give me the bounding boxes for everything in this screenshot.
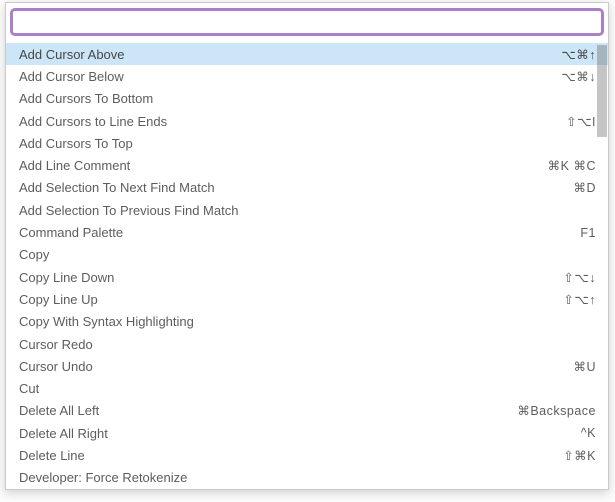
list-item[interactable]: Add Cursors To Top <box>6 132 608 154</box>
list-item[interactable]: Copy Line Down ⇧⌥↓ <box>6 266 608 288</box>
list-item[interactable]: Cut <box>6 377 608 399</box>
command-shortcut: ⌘Backspace <box>517 404 596 419</box>
command-search-input[interactable] <box>10 8 604 36</box>
list-item[interactable]: Add Cursors To Bottom <box>6 88 608 110</box>
command-label: Delete All Right <box>19 425 108 441</box>
command-label: Cursor Undo <box>19 358 93 374</box>
list-item[interactable]: Add Cursor Below ⌥⌘↓ <box>6 65 608 87</box>
list-item[interactable]: Add Selection To Next Find Match ⌘D <box>6 177 608 199</box>
list-item[interactable]: Delete All Left ⌘Backspace <box>6 400 608 422</box>
command-label: Add Cursor Above <box>19 46 125 62</box>
command-shortcut: ⌘D <box>573 181 596 196</box>
command-label: Copy Line Down <box>19 269 115 285</box>
command-shortcut: F1 <box>580 225 596 240</box>
command-label: Copy Line Up <box>19 291 98 307</box>
command-label: Add Line Comment <box>19 158 131 174</box>
command-label: Command Palette <box>19 225 124 241</box>
list-item[interactable]: Command Palette F1 <box>6 221 608 243</box>
command-label: Add Cursor Below <box>19 68 124 84</box>
command-list: Add Cursor Above ⌥⌘↑ Add Cursor Below ⌥⌘… <box>6 43 608 489</box>
command-shortcut: ⌘U <box>573 359 596 374</box>
command-shortcut: ⌥⌘↑ <box>561 47 596 62</box>
search-input-container <box>6 3 608 36</box>
command-shortcut: ^K <box>580 426 596 441</box>
command-shortcut: ⇧⌥↓ <box>563 270 596 285</box>
command-label: Copy <box>19 247 50 263</box>
list-item[interactable]: Copy With Syntax Highlighting <box>6 311 608 333</box>
command-shortcut: ⌘K ⌘C <box>547 159 596 174</box>
command-label: Delete All Left <box>19 403 100 419</box>
command-shortcut: ⌥⌘↓ <box>561 69 596 84</box>
command-label: Cursor Redo <box>19 336 93 352</box>
list-item[interactable]: Copy Line Up ⇧⌥↑ <box>6 288 608 310</box>
list-item[interactable]: Add Cursor Above ⌥⌘↑ <box>6 43 608 66</box>
command-shortcut: ⇧⌥I <box>566 114 596 129</box>
list-item[interactable]: Cursor Redo <box>6 333 608 355</box>
command-label: Add Cursors to Line Ends <box>19 113 168 129</box>
command-label: Delete Line <box>19 447 85 463</box>
command-label: Add Selection To Previous Find Match <box>19 202 239 218</box>
command-label: Copy With Syntax Highlighting <box>19 314 194 330</box>
command-shortcut: ⇧⌘K <box>563 448 596 463</box>
list-item[interactable]: Add Line Comment ⌘K ⌘C <box>6 154 608 176</box>
command-shortcut: ⇧⌥↑ <box>563 292 596 307</box>
command-label: Add Cursors To Top <box>19 135 133 151</box>
list-item[interactable]: Developer: Force Retokenize <box>6 467 608 489</box>
command-label: Add Cursors To Bottom <box>19 91 154 107</box>
list-item[interactable]: Cursor Undo ⌘U <box>6 355 608 377</box>
list-item[interactable]: Add Selection To Previous Find Match <box>6 199 608 221</box>
list-item[interactable]: Delete Line ⇧⌘K <box>6 444 608 466</box>
list-item[interactable]: Add Cursors to Line Ends ⇧⌥I <box>6 110 608 132</box>
list-item[interactable]: Delete All Right ^K <box>6 422 608 444</box>
command-label: Cut <box>19 381 40 397</box>
command-label: Add Selection To Next Find Match <box>19 180 215 196</box>
command-label: Developer: Force Retokenize <box>19 470 188 486</box>
scrollbar-thumb[interactable] <box>597 45 607 137</box>
list-item[interactable]: Copy <box>6 244 608 266</box>
quick-input-panel: Add Cursor Above ⌥⌘↑ Add Cursor Below ⌥⌘… <box>5 2 609 490</box>
